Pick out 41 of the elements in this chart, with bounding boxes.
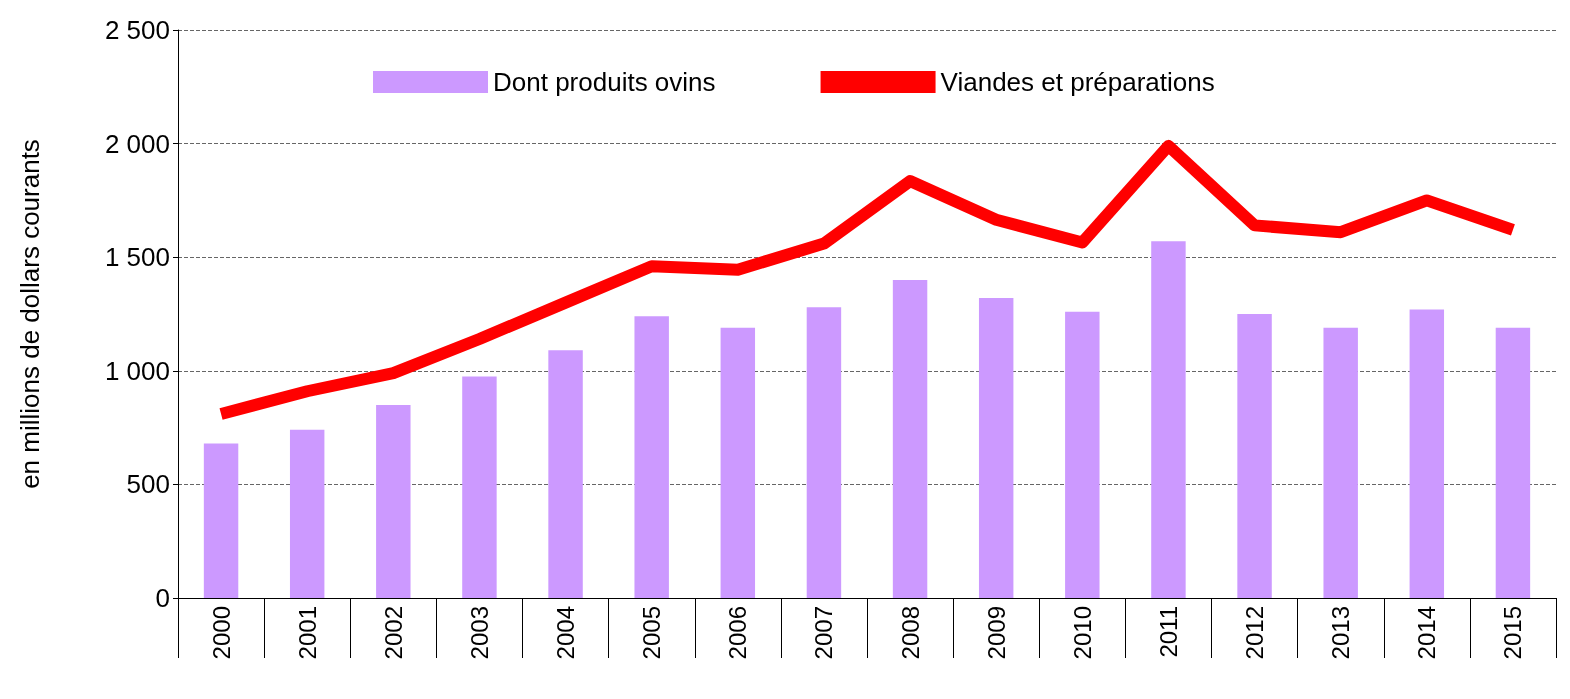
x-tick-label: 2010 [1068, 606, 1096, 660]
x-tick-label: 2012 [1241, 606, 1269, 660]
legend-label: Viandes et préparations [940, 67, 1215, 97]
y-tick-label: 500 [126, 469, 170, 500]
y-tick-label: 0 [155, 583, 170, 613]
x-tick-label: 2007 [810, 606, 838, 660]
bar [634, 316, 669, 598]
y-tick-label: 2 000 [104, 128, 170, 159]
bar [978, 298, 1014, 598]
bar [203, 443, 239, 598]
y-tick-label: 1 500 [104, 242, 170, 273]
legend-label: Dont produits ovins [493, 67, 716, 97]
x-tick-label: 2001 [293, 606, 321, 660]
x-tick-label: 2013 [1327, 606, 1355, 660]
x-tick-label: 2004 [552, 606, 580, 660]
bar [1065, 311, 1100, 598]
x-tick-label: 2008 [896, 606, 924, 660]
y-tick-label: 1 000 [104, 355, 170, 386]
bar [892, 279, 928, 598]
bar [720, 327, 756, 598]
x-tick-label: 2005 [638, 606, 666, 660]
y-tick-label: 2 500 [104, 15, 170, 45]
bar [1151, 241, 1186, 598]
x-tick-label: 2009 [982, 606, 1010, 660]
bar [1323, 327, 1358, 598]
x-tick-label: 2011 [1154, 606, 1182, 658]
x-tick-label: 2006 [724, 606, 752, 660]
x-tick-label: 2015 [1499, 606, 1527, 660]
bar [806, 307, 842, 598]
x-tick-label: 2014 [1413, 606, 1441, 660]
bar [1237, 314, 1272, 598]
bar [462, 376, 497, 598]
x-tick-label: 2002 [379, 606, 407, 660]
x-tick-label: 2003 [465, 606, 493, 660]
bar [376, 404, 411, 598]
bar [1495, 327, 1531, 598]
bar [1409, 309, 1445, 598]
x-tick-label: 2000 [207, 606, 235, 660]
bar [289, 429, 325, 598]
bar [548, 350, 583, 598]
y-axis-title: en millions de dollars courants [15, 139, 45, 489]
